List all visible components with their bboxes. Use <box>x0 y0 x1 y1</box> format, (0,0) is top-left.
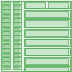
Bar <box>14 62 19 64</box>
Bar <box>25 48 68 55</box>
Bar <box>14 2 19 3</box>
Bar <box>4 45 9 47</box>
Bar <box>13 22 21 26</box>
Bar <box>2 53 10 56</box>
Bar <box>4 58 9 60</box>
Bar <box>14 58 19 60</box>
Bar <box>4 15 9 16</box>
Bar <box>14 45 19 47</box>
Bar <box>2 31 10 35</box>
Bar <box>25 11 68 17</box>
Bar <box>4 49 9 51</box>
Bar <box>2 1 10 4</box>
Bar <box>2 35 10 39</box>
Bar <box>25 20 68 27</box>
Bar <box>13 5 21 9</box>
Bar <box>2 5 10 9</box>
Bar <box>24 19 70 27</box>
Bar <box>24 39 70 46</box>
Bar <box>24 1 70 8</box>
Bar <box>2 18 10 22</box>
Bar <box>14 49 19 51</box>
Bar <box>13 1 21 4</box>
Bar <box>13 31 21 35</box>
Bar <box>2 57 10 61</box>
Bar <box>4 36 9 38</box>
Bar <box>24 48 70 55</box>
Bar <box>4 54 9 55</box>
Bar <box>14 67 19 68</box>
Bar <box>13 66 21 69</box>
Bar <box>2 9 10 13</box>
Bar <box>13 57 21 61</box>
Bar <box>4 41 9 42</box>
Bar <box>2 27 10 30</box>
Bar <box>25 39 68 46</box>
Bar <box>4 62 9 64</box>
Bar <box>4 6 9 8</box>
Bar <box>2 61 10 65</box>
Bar <box>24 29 70 37</box>
Bar <box>13 9 21 13</box>
Bar <box>25 2 45 8</box>
Bar <box>25 30 68 36</box>
Bar <box>2 22 10 26</box>
Bar <box>14 36 19 38</box>
Bar <box>4 10 9 12</box>
Bar <box>14 41 19 42</box>
Bar <box>4 67 9 68</box>
Bar <box>14 10 19 12</box>
Bar <box>24 57 70 65</box>
Bar <box>13 18 21 22</box>
Bar <box>14 54 19 55</box>
Bar <box>13 35 21 39</box>
Bar <box>2 40 10 43</box>
Bar <box>14 32 19 34</box>
Bar <box>13 53 21 56</box>
Bar <box>4 2 9 3</box>
Bar <box>4 19 9 21</box>
Bar <box>4 23 9 25</box>
Bar <box>13 40 21 43</box>
Bar <box>2 48 10 52</box>
Bar <box>2 44 10 48</box>
Bar <box>13 61 21 65</box>
Bar <box>14 19 19 21</box>
Bar <box>13 14 21 17</box>
Bar <box>25 58 68 64</box>
Bar <box>4 32 9 34</box>
Bar <box>25 67 68 71</box>
Bar <box>14 15 19 16</box>
Bar <box>2 14 10 17</box>
Bar <box>14 6 19 8</box>
Bar <box>48 2 68 8</box>
Bar <box>14 28 19 29</box>
Bar <box>14 23 19 25</box>
Bar <box>24 10 70 18</box>
Bar <box>13 27 21 30</box>
Bar <box>2 66 10 69</box>
Bar <box>24 66 70 71</box>
Bar <box>4 28 9 29</box>
Bar <box>13 48 21 52</box>
Bar <box>13 44 21 48</box>
